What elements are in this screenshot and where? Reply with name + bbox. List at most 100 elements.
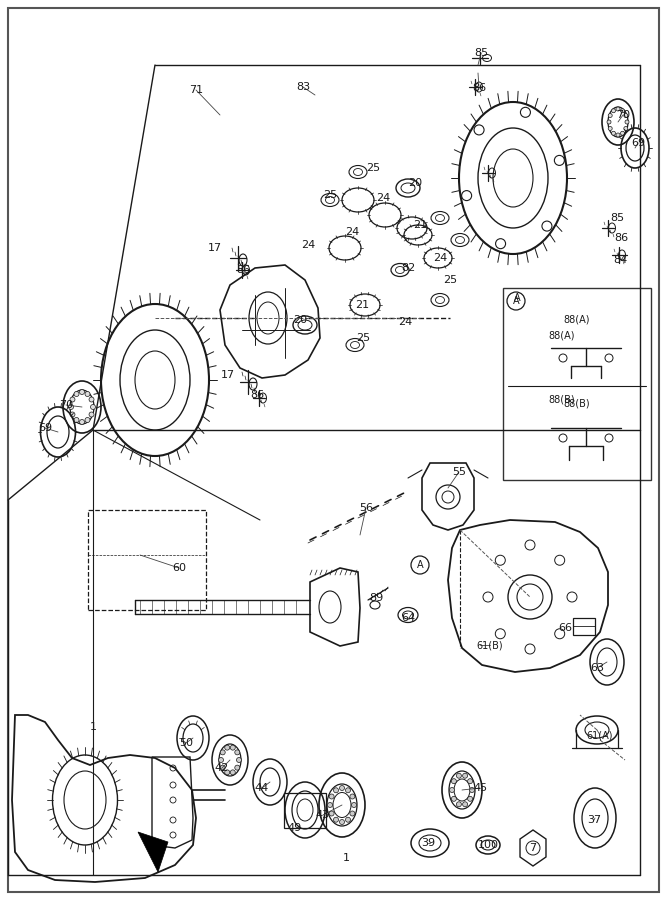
Circle shape xyxy=(350,811,355,816)
Circle shape xyxy=(620,131,624,135)
Text: 25: 25 xyxy=(443,275,457,285)
Circle shape xyxy=(346,788,350,793)
Text: 61(B): 61(B) xyxy=(477,640,504,650)
Text: 86: 86 xyxy=(472,83,486,93)
Text: 61(A): 61(A) xyxy=(587,730,613,740)
Circle shape xyxy=(91,404,95,410)
Text: 84: 84 xyxy=(613,255,627,265)
Circle shape xyxy=(620,109,624,112)
Circle shape xyxy=(220,765,225,770)
Circle shape xyxy=(616,107,620,111)
Text: 17: 17 xyxy=(208,243,222,253)
Text: 86: 86 xyxy=(236,265,250,275)
Text: 17: 17 xyxy=(221,370,235,380)
Circle shape xyxy=(329,794,334,799)
Text: A: A xyxy=(513,296,520,306)
Text: 88(B): 88(B) xyxy=(549,395,576,405)
Text: 24: 24 xyxy=(301,240,315,250)
Circle shape xyxy=(70,397,75,402)
Text: 21: 21 xyxy=(355,300,369,310)
Text: A: A xyxy=(417,560,424,570)
Circle shape xyxy=(79,419,85,425)
Text: 71: 71 xyxy=(189,85,203,95)
Circle shape xyxy=(70,412,75,417)
Circle shape xyxy=(452,796,456,801)
Text: 24: 24 xyxy=(433,253,447,263)
Text: 44: 44 xyxy=(255,783,269,793)
Text: 50: 50 xyxy=(179,738,193,748)
Text: 25: 25 xyxy=(356,333,370,343)
Circle shape xyxy=(334,817,338,823)
Text: 69: 69 xyxy=(631,138,645,148)
Circle shape xyxy=(237,758,241,762)
Circle shape xyxy=(352,803,356,807)
Circle shape xyxy=(340,820,344,824)
Text: 37: 37 xyxy=(587,815,601,825)
Circle shape xyxy=(450,788,454,793)
Text: 70: 70 xyxy=(616,110,630,120)
Circle shape xyxy=(607,120,611,124)
Circle shape xyxy=(79,390,85,394)
Circle shape xyxy=(468,778,473,784)
Circle shape xyxy=(89,397,94,402)
Circle shape xyxy=(85,392,90,397)
Circle shape xyxy=(470,788,474,793)
Circle shape xyxy=(235,750,239,755)
Text: 20: 20 xyxy=(293,315,307,325)
Text: 21: 21 xyxy=(413,220,427,230)
Circle shape xyxy=(340,786,344,790)
Circle shape xyxy=(616,133,620,137)
Text: 24: 24 xyxy=(398,317,412,327)
Circle shape xyxy=(85,418,90,422)
Circle shape xyxy=(463,802,468,806)
Text: 1: 1 xyxy=(342,853,350,863)
Text: 55: 55 xyxy=(452,467,466,477)
Text: 66: 66 xyxy=(558,623,572,633)
Text: 60: 60 xyxy=(172,563,186,573)
Text: 100: 100 xyxy=(478,840,498,850)
Text: 85: 85 xyxy=(474,48,488,58)
Text: 39: 39 xyxy=(421,838,435,848)
Circle shape xyxy=(346,817,350,823)
Text: 88(A): 88(A) xyxy=(549,330,575,340)
Circle shape xyxy=(625,120,629,124)
Bar xyxy=(503,288,651,480)
Text: 20: 20 xyxy=(408,178,422,188)
Text: 49: 49 xyxy=(288,823,302,833)
Text: 85: 85 xyxy=(610,213,624,223)
Bar xyxy=(284,793,326,828)
Circle shape xyxy=(327,803,333,807)
Text: 82: 82 xyxy=(401,263,415,273)
Circle shape xyxy=(463,773,468,778)
Text: 86: 86 xyxy=(614,233,628,243)
Circle shape xyxy=(225,745,229,750)
Circle shape xyxy=(74,392,79,397)
Text: 25: 25 xyxy=(323,190,337,200)
Circle shape xyxy=(608,127,612,130)
Text: 88(B): 88(B) xyxy=(564,398,590,408)
Text: A: A xyxy=(514,293,520,303)
Circle shape xyxy=(225,770,229,775)
Circle shape xyxy=(220,750,225,755)
Circle shape xyxy=(334,788,338,793)
Circle shape xyxy=(608,113,612,118)
Circle shape xyxy=(456,802,462,806)
Text: 70: 70 xyxy=(59,400,73,410)
Circle shape xyxy=(219,758,223,762)
Circle shape xyxy=(230,770,235,775)
Text: 25: 25 xyxy=(366,163,380,173)
Text: 7: 7 xyxy=(530,843,536,853)
Circle shape xyxy=(74,418,79,422)
Circle shape xyxy=(69,404,73,410)
Text: 1: 1 xyxy=(89,722,97,732)
Circle shape xyxy=(230,745,235,750)
Text: 24: 24 xyxy=(376,193,390,203)
Text: 83: 83 xyxy=(296,82,310,92)
Polygon shape xyxy=(138,832,168,872)
Circle shape xyxy=(624,127,628,130)
Circle shape xyxy=(89,412,94,417)
Circle shape xyxy=(624,113,628,118)
Text: 45: 45 xyxy=(473,783,487,793)
Text: 42: 42 xyxy=(215,763,229,773)
Text: 63: 63 xyxy=(590,663,604,673)
